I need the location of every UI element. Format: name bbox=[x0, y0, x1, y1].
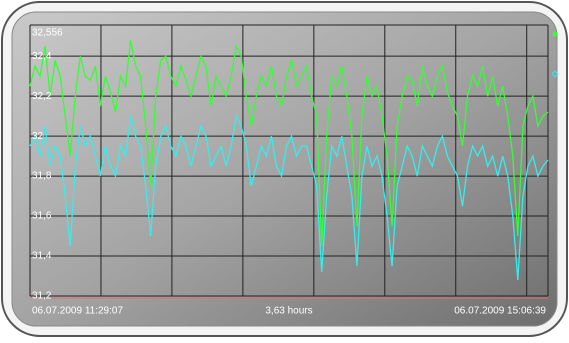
y-tick-label: 32 bbox=[32, 131, 44, 142]
series-line bbox=[29, 114, 549, 281]
legend-marker bbox=[552, 31, 558, 37]
series-line bbox=[29, 40, 549, 247]
x-end-label: 06.07.2009 15:06:39 bbox=[454, 306, 546, 317]
panel bbox=[11, 11, 558, 327]
y-tick-label: 31,6 bbox=[32, 211, 52, 222]
y-tick-label: 32,4 bbox=[32, 51, 52, 62]
x-span-label: 3,63 hours bbox=[265, 306, 312, 317]
y-tick-label: 31,4 bbox=[32, 251, 52, 262]
y-tick-label: 32,2 bbox=[32, 91, 52, 102]
y-tick-label: 31,8 bbox=[32, 171, 52, 182]
y-tick-label: 32,556 bbox=[32, 28, 63, 39]
legend-marker bbox=[551, 70, 559, 78]
y-tick-label: 31,2 bbox=[32, 291, 52, 302]
x-start-label: 06.07.2009 11:29:07 bbox=[32, 306, 123, 317]
